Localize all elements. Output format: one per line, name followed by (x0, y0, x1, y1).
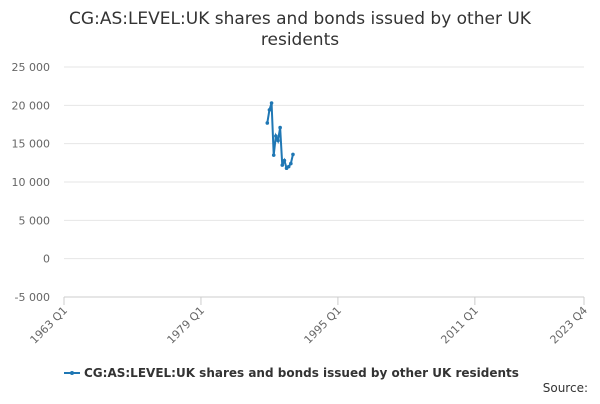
series-line (266, 102, 294, 170)
point (265, 121, 270, 125)
y-tick-label: 25 000 (12, 61, 51, 74)
x-tick-label: 2023 Q4 (548, 304, 591, 347)
point (278, 125, 282, 130)
x-tick-label: 1995 Q1 (301, 304, 344, 347)
chart-title: CG:AS:LEVEL:UK shares and bonds issued b… (69, 9, 532, 50)
y-tick-label: 20 000 (12, 99, 51, 112)
y-tick-label: -5 000 (15, 291, 50, 304)
y-tick-label: 5 000 (19, 214, 51, 227)
x-tick-label: 1979 Q1 (165, 304, 208, 347)
point (280, 163, 285, 167)
point (291, 152, 295, 157)
legend-marker (70, 371, 74, 375)
source: Source: (543, 381, 588, 395)
y-tick-label: 15 000 (12, 138, 51, 151)
point (276, 138, 280, 143)
x-tick-label: 1963 Q1 (28, 304, 71, 347)
legend-label: CG:AS:LEVEL:UK shares and bonds issued b… (84, 366, 519, 380)
point (271, 153, 276, 157)
point (289, 161, 293, 166)
point (286, 164, 291, 169)
point (269, 101, 274, 105)
x-tick-label: 2011 Q1 (438, 304, 481, 347)
y-tick-label: 0 (43, 253, 50, 266)
point (282, 158, 287, 163)
point (267, 108, 272, 112)
y-tick-label: 10 000 (12, 176, 51, 189)
point (274, 134, 278, 138)
